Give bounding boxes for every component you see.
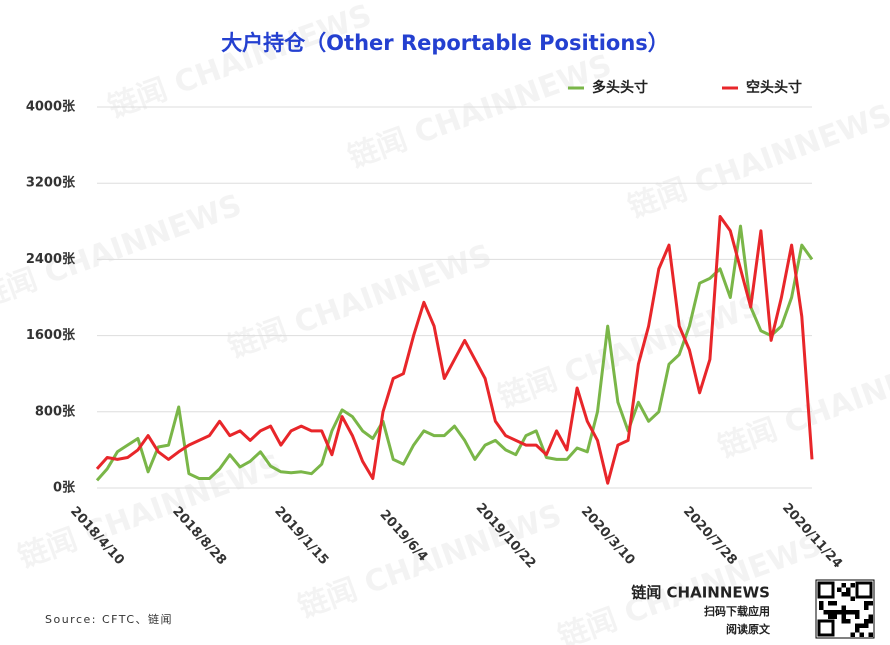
x-tick-label: 2020/3/10 bbox=[578, 504, 638, 568]
watermark: 链闻 CHAINNEWS bbox=[494, 288, 767, 416]
watermark: 链闻 CHAINNEWS bbox=[714, 338, 890, 466]
watermark: 链闻 CHAINNEWS bbox=[224, 238, 497, 366]
y-tick-label: 0张 bbox=[53, 481, 76, 496]
watermark: 链闻 CHAINNEWS bbox=[624, 98, 890, 226]
brand-sub: 阅读原文 bbox=[726, 622, 771, 636]
x-tick-label: 2018/8/28 bbox=[169, 504, 229, 568]
brand: 链闻 CHAINNEWS bbox=[631, 584, 770, 602]
legend-label: 多头头寸 bbox=[592, 79, 648, 96]
x-tick-label: 2020/7/28 bbox=[680, 504, 740, 568]
series-line bbox=[95, 215, 814, 485]
y-tick-label: 2400张 bbox=[26, 252, 76, 267]
y-tick-label: 1600张 bbox=[26, 328, 76, 343]
source-note: Source: CFTC、链闻 bbox=[45, 612, 173, 626]
watermark: 链闻 CHAINNEWS bbox=[344, 48, 617, 176]
brand-sub: 扫码下载应用 bbox=[704, 604, 770, 618]
y-tick-label: 800张 bbox=[35, 404, 76, 419]
x-tick-label: 2019/1/15 bbox=[271, 504, 331, 568]
y-tick-label: 4000张 bbox=[26, 100, 76, 115]
chart-title: 大户持仓（Other Reportable Positions） bbox=[221, 31, 669, 55]
qr-code bbox=[815, 579, 875, 639]
legend-label: 空头头寸 bbox=[746, 79, 802, 96]
series-line bbox=[95, 224, 814, 482]
y-tick-label: 3200张 bbox=[26, 176, 76, 191]
